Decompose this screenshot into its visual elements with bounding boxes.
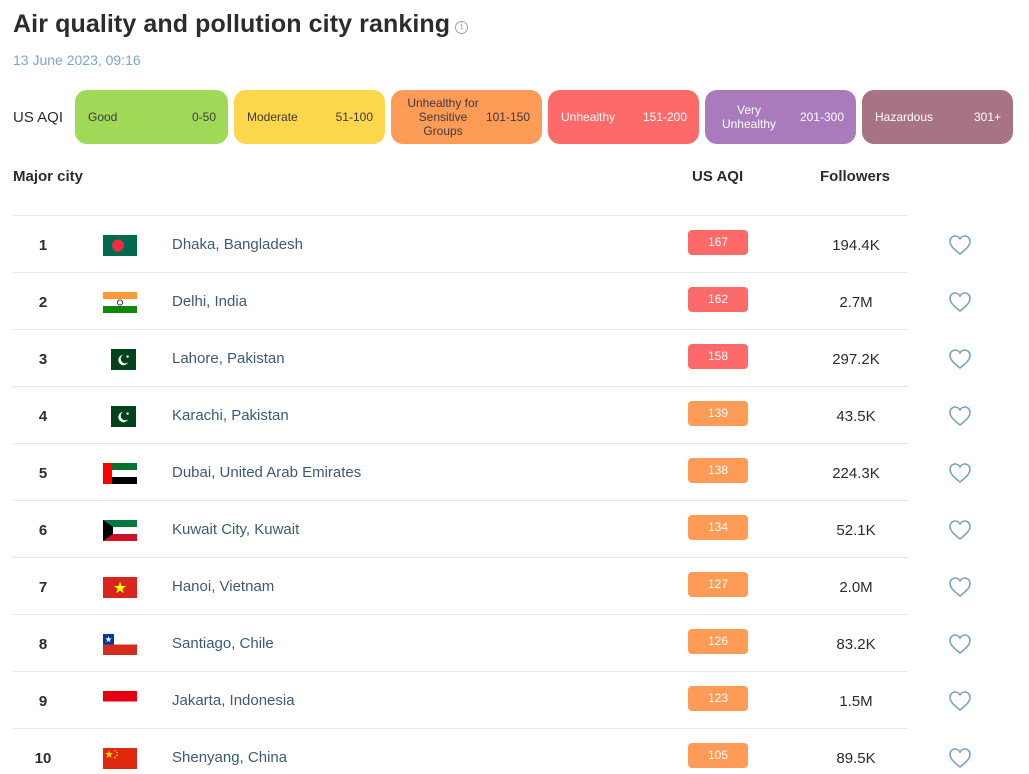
legend-moderate: Moderate 51-100 bbox=[234, 90, 385, 144]
ranking-table: 1 Dhaka, Bangladesh 167 194.4K 2 Delhi, … bbox=[13, 215, 1013, 774]
vietnam-flag-icon bbox=[103, 577, 137, 598]
rank: 6 bbox=[38, 522, 48, 539]
followers-count: 1.5M bbox=[839, 693, 873, 710]
heart-icon[interactable] bbox=[948, 462, 972, 484]
city-link[interactable]: Dhaka, Bangladesh bbox=[172, 236, 303, 253]
bangladesh-flag-icon bbox=[103, 235, 137, 256]
legend-level-name: Good bbox=[88, 110, 118, 124]
followers-count: 52.1K bbox=[836, 522, 876, 539]
legend-hazardous: Hazardous 301+ bbox=[862, 90, 1013, 144]
city-link[interactable]: Kuwait City, Kuwait bbox=[172, 521, 300, 538]
page-header: Air quality and pollution city ranking i bbox=[13, 6, 469, 42]
indonesia-flag-icon bbox=[103, 691, 137, 712]
page-title: Air quality and pollution city ranking bbox=[13, 9, 451, 38]
legend-level-range: 301+ bbox=[973, 110, 1001, 124]
table-row: 5 Dubai, United Arab Emirates 138 224.3K bbox=[13, 443, 1013, 500]
heart-icon[interactable] bbox=[948, 291, 972, 313]
aqi-badge: 126 bbox=[688, 629, 748, 654]
legend-label: US AQI bbox=[13, 108, 64, 126]
legend-level-range: 201-300 bbox=[799, 110, 844, 124]
rank: 7 bbox=[38, 579, 48, 596]
table-row: 3 Lahore, Pakistan 158 297.2K bbox=[13, 329, 1013, 386]
city-link[interactable]: Lahore, Pakistan bbox=[172, 350, 285, 367]
heart-icon[interactable] bbox=[948, 234, 972, 256]
heart-icon[interactable] bbox=[948, 747, 972, 769]
rank: 3 bbox=[38, 351, 48, 368]
pakistan-flag-icon bbox=[111, 349, 136, 370]
table-row: 2 Delhi, India 162 2.7M bbox=[13, 272, 1013, 329]
aqi-badge: 139 bbox=[688, 401, 748, 426]
aqi-badge: 134 bbox=[688, 515, 748, 540]
aqi-badge: 167 bbox=[688, 230, 748, 255]
city-link[interactable]: Santiago, Chile bbox=[172, 635, 274, 652]
aqi-badge: 138 bbox=[688, 458, 748, 483]
table-row: 9 Jakarta, Indonesia 123 1.5M bbox=[13, 671, 1013, 728]
rank: 9 bbox=[38, 693, 48, 710]
legend-level-range: 51-100 bbox=[335, 110, 373, 124]
heart-icon[interactable] bbox=[948, 576, 972, 598]
followers-count: 224.3K bbox=[832, 465, 880, 482]
aqi-legend: US AQI Good 0-50 Moderate 51-100 Unhealt… bbox=[13, 90, 1013, 144]
heart-icon[interactable] bbox=[948, 519, 972, 541]
city-link[interactable]: Delhi, India bbox=[172, 293, 248, 310]
legend-unhealthy-sensitive: Unhealthy for Sensitive Groups 101-150 bbox=[391, 90, 542, 144]
aqi-badge: 123 bbox=[688, 686, 748, 711]
rank: 10 bbox=[34, 750, 52, 767]
city-link[interactable]: Jakarta, Indonesia bbox=[172, 692, 295, 709]
city-link[interactable]: Karachi, Pakistan bbox=[172, 407, 289, 424]
table-header: Major city US AQI Followers bbox=[13, 160, 1013, 192]
legend-level-range: 151-200 bbox=[642, 110, 687, 124]
chile-flag-icon bbox=[103, 634, 137, 655]
legend-level-name: Unhealthy bbox=[561, 110, 616, 124]
legend-level-name: Moderate bbox=[247, 110, 298, 124]
aqi-badge: 127 bbox=[688, 572, 748, 597]
followers-count: 2.0M bbox=[839, 579, 873, 596]
table-row: 7 Hanoi, Vietnam 127 2.0M bbox=[13, 557, 1013, 614]
heart-icon[interactable] bbox=[948, 348, 972, 370]
heart-icon[interactable] bbox=[948, 633, 972, 655]
rank: 5 bbox=[38, 465, 48, 482]
city-link[interactable]: Hanoi, Vietnam bbox=[172, 578, 275, 595]
followers-count: 89.5K bbox=[836, 750, 876, 767]
header-followers: Followers bbox=[820, 168, 891, 185]
legend-level-name: Hazardous bbox=[875, 110, 934, 124]
table-row: 1 Dhaka, Bangladesh 167 194.4K bbox=[13, 215, 1013, 272]
followers-count: 194.4K bbox=[832, 237, 880, 254]
legend-level-range: 101-150 bbox=[485, 110, 530, 124]
china-flag-icon bbox=[103, 748, 137, 769]
table-row: 8 Santiago, Chile 126 83.2K bbox=[13, 614, 1013, 671]
kuwait-flag-icon bbox=[103, 520, 137, 541]
legend-good: Good 0-50 bbox=[75, 90, 228, 144]
followers-count: 43.5K bbox=[836, 408, 876, 425]
rank: 1 bbox=[38, 237, 48, 254]
uae-flag-icon bbox=[103, 463, 137, 484]
aqi-badge: 158 bbox=[688, 344, 748, 369]
rank: 4 bbox=[38, 408, 48, 425]
header-major-city: Major city bbox=[13, 168, 84, 185]
india-flag-icon bbox=[103, 292, 137, 313]
aqi-badge: 162 bbox=[688, 287, 748, 312]
followers-count: 2.7M bbox=[839, 294, 873, 311]
legend-unhealthy: Unhealthy 151-200 bbox=[548, 90, 699, 144]
heart-icon[interactable] bbox=[948, 405, 972, 427]
city-link[interactable]: Dubai, United Arab Emirates bbox=[172, 464, 362, 481]
table-row: 6 Kuwait City, Kuwait 134 52.1K bbox=[13, 500, 1013, 557]
timestamp: 13 June 2023, 09:16 bbox=[13, 52, 141, 68]
table-row: 4 Karachi, Pakistan 139 43.5K bbox=[13, 386, 1013, 443]
followers-count: 297.2K bbox=[832, 351, 880, 368]
info-icon[interactable]: i bbox=[455, 20, 469, 34]
legend-level-name: Unhealthy for Sensitive Groups bbox=[407, 96, 479, 138]
table-row: 10 Shenyang, China 105 89.5K bbox=[13, 728, 1013, 774]
legend-very-unhealthy: Very Unhealthy 201-300 bbox=[705, 90, 856, 144]
legend-level-range: 0-50 bbox=[191, 110, 216, 124]
header-us-aqi: US AQI bbox=[692, 168, 744, 185]
rank: 8 bbox=[38, 636, 48, 653]
city-link[interactable]: Shenyang, China bbox=[172, 749, 288, 766]
rank: 2 bbox=[38, 294, 48, 311]
legend-level-name: Very Unhealthy bbox=[721, 103, 777, 131]
heart-icon[interactable] bbox=[948, 690, 972, 712]
followers-count: 83.2K bbox=[836, 636, 876, 653]
pakistan-flag-icon bbox=[111, 406, 136, 427]
aqi-badge: 105 bbox=[688, 743, 748, 768]
